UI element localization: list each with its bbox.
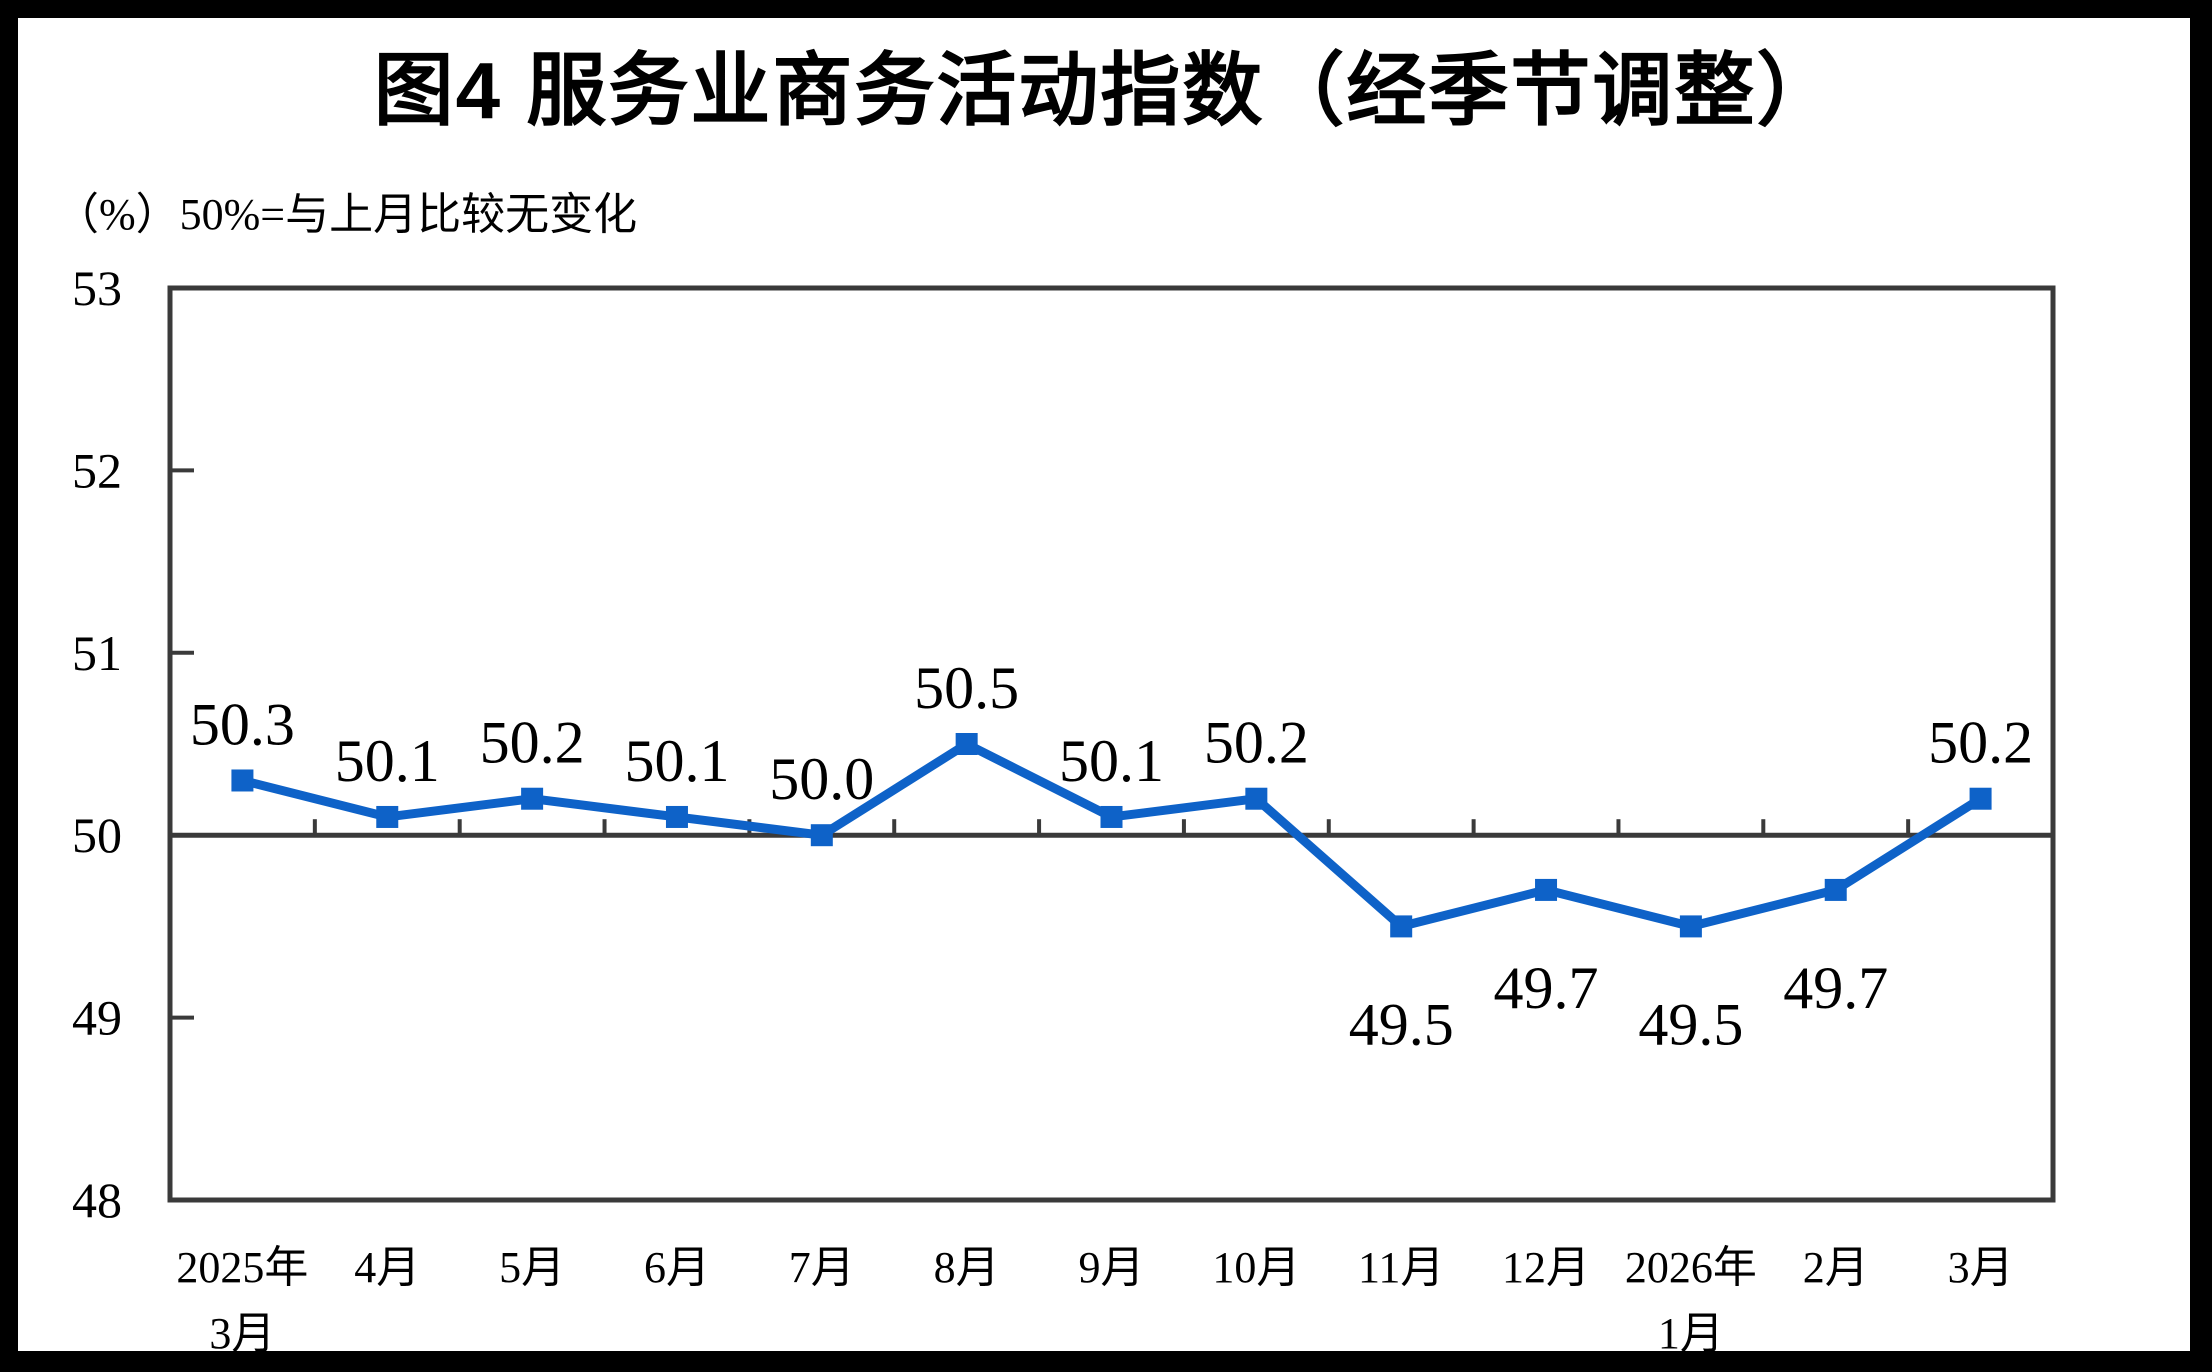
data-label: 50.1: [1059, 728, 1164, 794]
x-axis-label: 7月: [789, 1243, 855, 1292]
x-axis-label: 6月: [644, 1243, 710, 1292]
axis-unit-note: （%）50%=与上月比较无变化: [55, 190, 638, 239]
data-point-marker: [1535, 878, 1558, 901]
y-axis-label: 48: [72, 1172, 122, 1228]
x-axis-label: 10月: [1212, 1243, 1300, 1292]
y-axis-label: 52: [72, 442, 122, 498]
data-point-marker: [665, 805, 688, 828]
data-point-marker: [1824, 878, 1847, 901]
y-axis-label: 50: [72, 807, 122, 863]
data-point-marker: [955, 733, 978, 755]
x-axis-label: 8月: [934, 1243, 1000, 1292]
data-label: 50.2: [1928, 710, 2033, 776]
data-label: 49.7: [1494, 955, 1599, 1021]
y-axis-label: 51: [72, 625, 122, 681]
plot-border: [167, 285, 2056, 1203]
x-axis-label: 9月: [1079, 1243, 1145, 1292]
x-axis-label: 2025年: [176, 1243, 308, 1292]
data-point-marker: [376, 805, 399, 828]
chart-page-background: [18, 18, 2190, 1351]
data-label: 50.5: [914, 655, 1019, 721]
data-label: 50.3: [190, 691, 295, 757]
data-label: 49.7: [1783, 955, 1888, 1021]
data-point-marker: [1390, 915, 1413, 938]
x-axis-label: 4月: [354, 1243, 420, 1292]
data-label: 50.0: [769, 746, 874, 812]
x-axis-label: 2026年: [1625, 1243, 1757, 1292]
x-axis-label: 2月: [1803, 1243, 1869, 1292]
data-label: 50.1: [624, 728, 729, 794]
x-axis-label: 3月: [209, 1309, 275, 1358]
data-label: 49.5: [1349, 991, 1454, 1057]
data-point-marker: [1245, 787, 1268, 810]
data-point-marker: [1100, 805, 1123, 828]
data-label: 50.1: [335, 728, 440, 794]
x-axis-label: 1月: [1658, 1309, 1724, 1358]
y-axis-label: 49: [72, 990, 122, 1046]
data-point-marker: [521, 787, 544, 810]
data-point-marker: [1679, 915, 1702, 938]
x-axis-label: 12月: [1502, 1243, 1590, 1292]
x-axis-label: 11月: [1358, 1243, 1444, 1292]
data-point-marker: [810, 824, 833, 847]
data-label: 50.2: [1204, 710, 1309, 776]
data-label: 49.5: [1638, 991, 1743, 1057]
chart-title: 图4 服务业商务活动指数（经季节调整）: [373, 46, 1839, 135]
data-label: 50.2: [480, 710, 585, 776]
data-point-marker: [231, 769, 254, 792]
x-axis-label: 5月: [499, 1243, 565, 1292]
x-axis-label: 3月: [1948, 1243, 2014, 1292]
data-point-marker: [1969, 787, 1992, 810]
y-axis-label: 53: [72, 260, 122, 316]
